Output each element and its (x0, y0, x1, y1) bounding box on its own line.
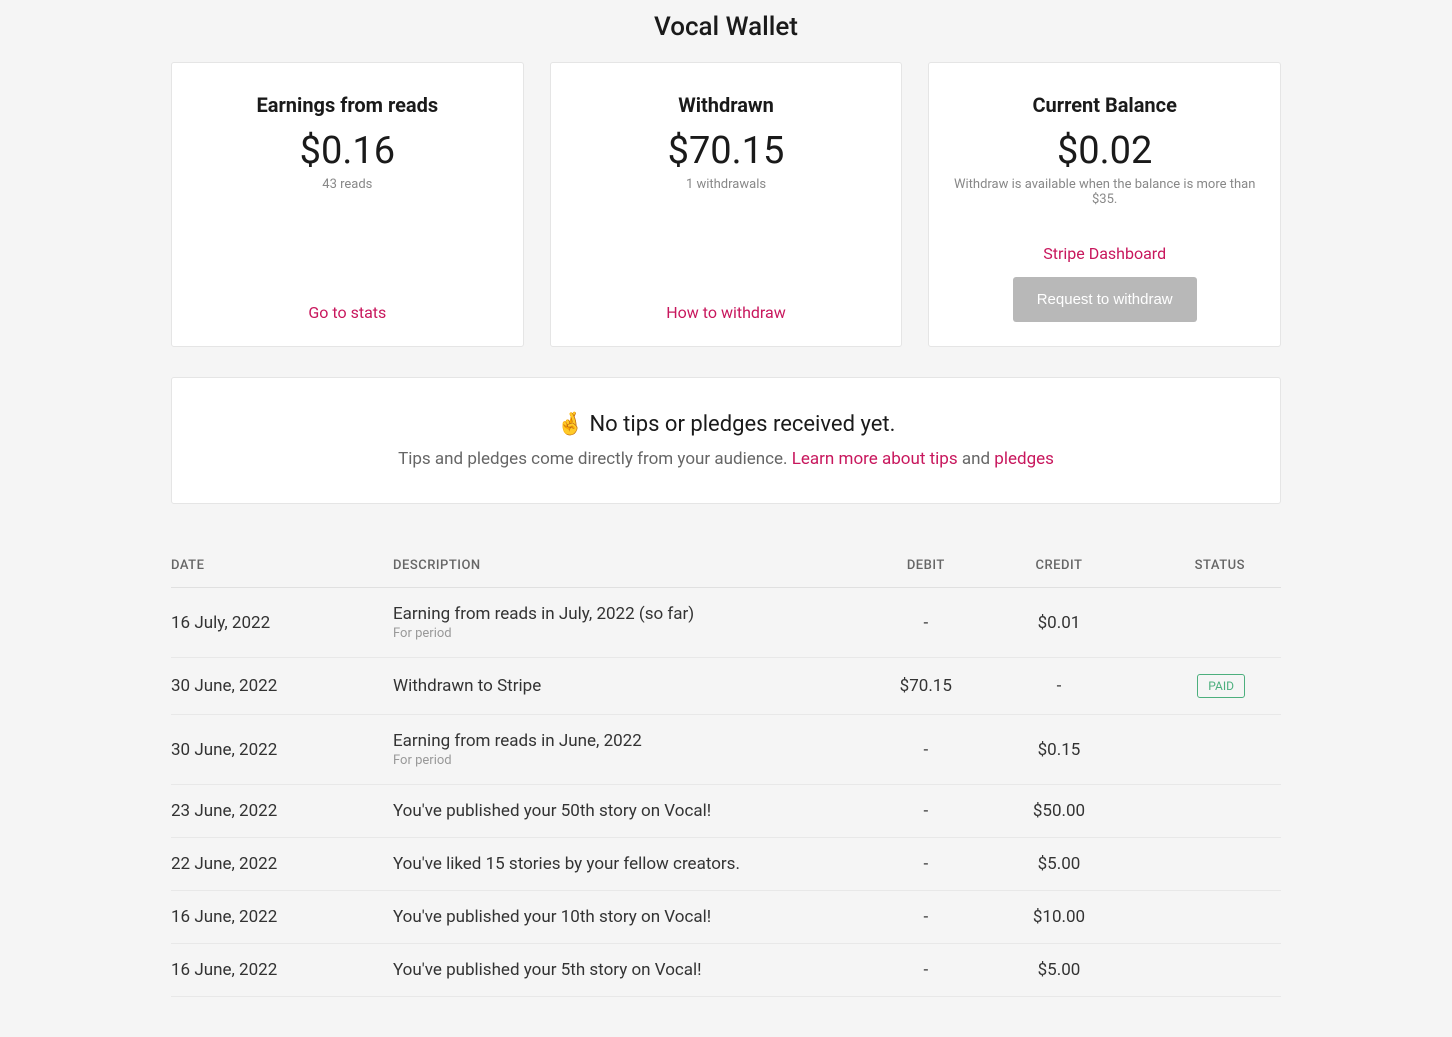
cell-date: 16 June, 2022 (171, 891, 393, 944)
cell-description: Withdrawn to Stripe (393, 658, 859, 715)
table-row: 30 June, 2022Withdrawn to Stripe$70.15- P… (171, 658, 1281, 715)
balance-sub: Withdraw is available when the balance i… (949, 177, 1260, 207)
cell-debit: - (859, 838, 992, 891)
balance-value: $0.02 (949, 129, 1260, 173)
cell-status (1126, 838, 1281, 891)
go-to-stats-link[interactable]: Go to stats (192, 303, 503, 322)
cell-credit: $5.00 (992, 944, 1125, 997)
tips-title: 🤞 No tips or pledges received yet. (192, 412, 1260, 437)
earnings-title: Earnings from reads (192, 93, 503, 117)
transactions-table: DATE DESCRIPTION DEBIT CREDIT STATUS 16 … (171, 544, 1281, 997)
cell-description: You've published your 5th story on Vocal… (393, 944, 859, 997)
cell-debit: - (859, 785, 992, 838)
header-status: STATUS (1126, 544, 1281, 588)
cell-date: 16 July, 2022 (171, 588, 393, 658)
cell-date: 22 June, 2022 (171, 838, 393, 891)
cell-credit: $0.01 (992, 588, 1125, 658)
cell-debit: - (859, 715, 992, 785)
cell-date: 23 June, 2022 (171, 785, 393, 838)
cell-status: PAID (1126, 658, 1281, 715)
table-row: 16 July, 2022Earning from reads in July,… (171, 588, 1281, 658)
table-row: 16 June, 2022You've published your 10th … (171, 891, 1281, 944)
cell-date: 30 June, 2022 (171, 715, 393, 785)
earnings-sub: 43 reads (192, 177, 503, 192)
cell-description: Earning from reads in June, 2022 For peri… (393, 715, 859, 785)
header-description: DESCRIPTION (393, 544, 859, 588)
withdrawn-card: Withdrawn $70.15 1 withdrawals How to wi… (550, 62, 903, 347)
balance-title: Current Balance (949, 93, 1260, 117)
status-badge: PAID (1197, 674, 1245, 698)
earnings-card: Earnings from reads $0.16 43 reads Go to… (171, 62, 524, 347)
withdrawn-sub: 1 withdrawals (571, 177, 882, 192)
cell-credit: $50.00 (992, 785, 1125, 838)
summary-cards-row: Earnings from reads $0.16 43 reads Go to… (171, 62, 1281, 347)
cell-debit: - (859, 891, 992, 944)
cell-description: You've liked 15 stories by your fellow c… (393, 838, 859, 891)
fingers-crossed-icon: 🤞 (557, 412, 584, 437)
cell-credit: $10.00 (992, 891, 1125, 944)
cell-status (1126, 588, 1281, 658)
tips-sub-prefix: Tips and pledges come directly from your… (398, 449, 792, 469)
cell-description: You've published your 50th story on Voca… (393, 785, 859, 838)
earnings-value: $0.16 (192, 129, 503, 173)
cell-credit: $0.15 (992, 715, 1125, 785)
table-row: 30 June, 2022Earning from reads in June,… (171, 715, 1281, 785)
description-main: You've published your 10th story on Voca… (393, 907, 859, 927)
withdrawn-title: Withdrawn (571, 93, 882, 117)
header-date: DATE (171, 544, 393, 588)
table-row: 22 June, 2022You've liked 15 stories by … (171, 838, 1281, 891)
withdrawn-value: $70.15 (571, 129, 882, 173)
cell-credit: - (992, 658, 1125, 715)
cell-status (1126, 944, 1281, 997)
cell-debit: - (859, 588, 992, 658)
table-row: 16 June, 2022You've published your 5th s… (171, 944, 1281, 997)
cell-status (1126, 891, 1281, 944)
description-main: You've liked 15 stories by your fellow c… (393, 854, 859, 874)
description-main: Earning from reads in June, 2022 (393, 731, 859, 751)
page-title: Vocal Wallet (171, 0, 1281, 62)
pledges-link[interactable]: pledges (994, 449, 1054, 469)
description-main: Earning from reads in July, 2022 (so far… (393, 604, 859, 624)
cell-status (1126, 715, 1281, 785)
description-sub: For period (393, 626, 859, 641)
cell-description: You've published your 10th story on Voca… (393, 891, 859, 944)
tips-title-text: No tips or pledges received yet. (589, 412, 895, 437)
header-credit: CREDIT (992, 544, 1125, 588)
header-debit: DEBIT (859, 544, 992, 588)
description-main: Withdrawn to Stripe (393, 676, 859, 696)
table-row: 23 June, 2022You've published your 50th … (171, 785, 1281, 838)
request-withdraw-button[interactable]: Request to withdraw (1013, 277, 1197, 322)
cell-date: 16 June, 2022 (171, 944, 393, 997)
cell-description: Earning from reads in July, 2022 (so far… (393, 588, 859, 658)
tips-sub: Tips and pledges come directly from your… (192, 449, 1260, 469)
cell-date: 30 June, 2022 (171, 658, 393, 715)
description-main: You've published your 50th story on Voca… (393, 801, 859, 821)
balance-card: Current Balance $0.02 Withdraw is availa… (928, 62, 1281, 347)
cell-debit: - (859, 944, 992, 997)
learn-about-tips-link[interactable]: Learn more about tips (792, 449, 958, 469)
cell-status (1126, 785, 1281, 838)
cell-credit: $5.00 (992, 838, 1125, 891)
description-main: You've published your 5th story on Vocal… (393, 960, 859, 980)
description-sub: For period (393, 753, 859, 768)
tips-sub-middle: and (958, 449, 995, 469)
stripe-dashboard-link[interactable]: Stripe Dashboard (949, 244, 1260, 263)
tips-card: 🤞 No tips or pledges received yet. Tips … (171, 377, 1281, 504)
cell-debit: $70.15 (859, 658, 992, 715)
how-to-withdraw-link[interactable]: How to withdraw (571, 303, 882, 322)
